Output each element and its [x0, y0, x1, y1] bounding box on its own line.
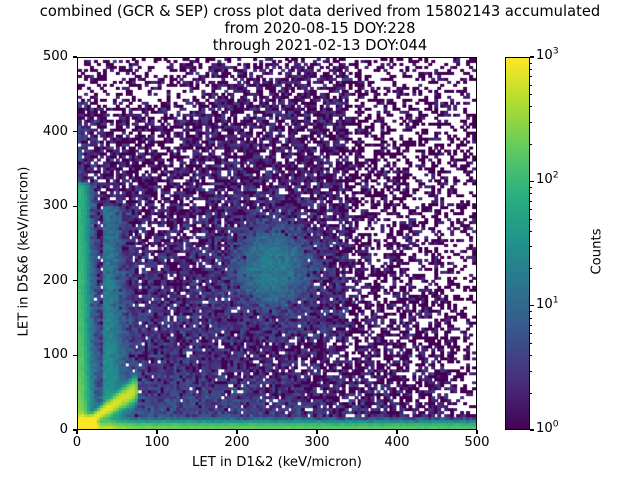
colorbar-minor-tick: [530, 230, 533, 232]
y-axis-label: LET in D5&6 (keV/micron): [16, 166, 32, 336]
colorbar-minor-tick: [530, 106, 533, 108]
colorbar-ticklabel-1e2: 102: [536, 169, 559, 188]
colorbar-tick-1e3: [530, 56, 534, 58]
colorbar-minor-tick: [530, 200, 533, 202]
colorbar-minor-tick: [530, 69, 533, 71]
colorbar-tick-1e0: [530, 429, 534, 431]
colorbar-label: Counts: [589, 227, 605, 275]
colorbar: [505, 57, 530, 430]
y-tick-200: [73, 280, 77, 282]
plot-title-line-3: through 2021-02-13 DOY:044: [212, 37, 428, 55]
colorbar-minor-tick: [530, 343, 533, 345]
heatmap-scatter-data: [78, 58, 476, 429]
plot-title: combined (GCR & SEP) cross plot data der…: [0, 3, 640, 55]
colorbar-minor-tick: [530, 246, 533, 248]
x-tick-300: [316, 430, 318, 434]
y-ticklabel-500: 500: [42, 49, 68, 64]
y-tick-400: [73, 131, 77, 133]
y-ticklabel-400: 400: [42, 123, 68, 139]
colorbar-minor-tick: [530, 94, 533, 96]
colorbar-minor-tick: [530, 122, 533, 123]
colorbar-minor-tick: [530, 333, 533, 335]
x-ticklabel-500: 500: [464, 435, 490, 450]
x-tick-400: [396, 430, 398, 434]
colorbar-gradient: [506, 58, 529, 429]
colorbar-minor-tick: [530, 76, 533, 78]
colorbar-minor-tick: [530, 218, 533, 220]
colorbar-minor-tick: [530, 84, 533, 86]
colorbar-minor-tick: [530, 392, 533, 394]
colorbar-minor-tick: [530, 370, 533, 372]
colorbar-minor-tick: [530, 311, 533, 313]
x-tick-0: [76, 430, 78, 434]
y-tick-100: [73, 354, 77, 356]
y-ticklabel-0: 0: [59, 422, 68, 437]
colorbar-tick-1e2: [530, 180, 534, 182]
colorbar-ticklabel-1e3: 103: [536, 45, 559, 63]
x-axis-label: LET in D1&2 (keV/micron): [192, 455, 362, 470]
y-tick-300: [73, 205, 77, 207]
plot-title-line-2: from 2020-08-15 DOY:228: [224, 20, 416, 38]
y-tick-0: [73, 429, 77, 431]
plot-axes-frame: [77, 57, 477, 430]
colorbar-ticklabel-1e1: 101: [536, 294, 559, 312]
x-ticklabel-100: 100: [144, 435, 170, 450]
plot-title-line-1: combined (GCR & SEP) cross plot data der…: [39, 3, 601, 20]
x-tick-500: [476, 430, 478, 434]
x-ticklabel-0: 0: [72, 435, 82, 450]
colorbar-minor-tick: [530, 324, 533, 326]
colorbar-ticklabel-1e0: 100: [536, 418, 559, 436]
x-ticklabel-300: 300: [304, 435, 330, 450]
colorbar-minor-tick: [530, 187, 533, 189]
y-ticklabel-300: 300: [42, 198, 68, 214]
colorbar-tick-1e1: [530, 305, 534, 307]
x-tick-200: [236, 430, 238, 434]
y-tick-500: [73, 56, 77, 58]
colorbar-minor-tick: [530, 317, 533, 319]
colorbar-minor-tick: [530, 193, 533, 195]
x-ticklabel-400: 400: [384, 435, 410, 450]
colorbar-minor-tick: [530, 143, 533, 145]
y-ticklabel-100: 100: [42, 347, 68, 363]
colorbar-minor-tick: [530, 62, 533, 64]
colorbar-minor-tick: [530, 208, 533, 210]
colorbar-minor-tick: [530, 355, 533, 357]
x-tick-100: [156, 430, 158, 434]
colorbar-minor-tick: [530, 268, 533, 270]
y-ticklabel-200: 200: [42, 272, 68, 288]
x-ticklabel-200: 200: [224, 435, 250, 450]
